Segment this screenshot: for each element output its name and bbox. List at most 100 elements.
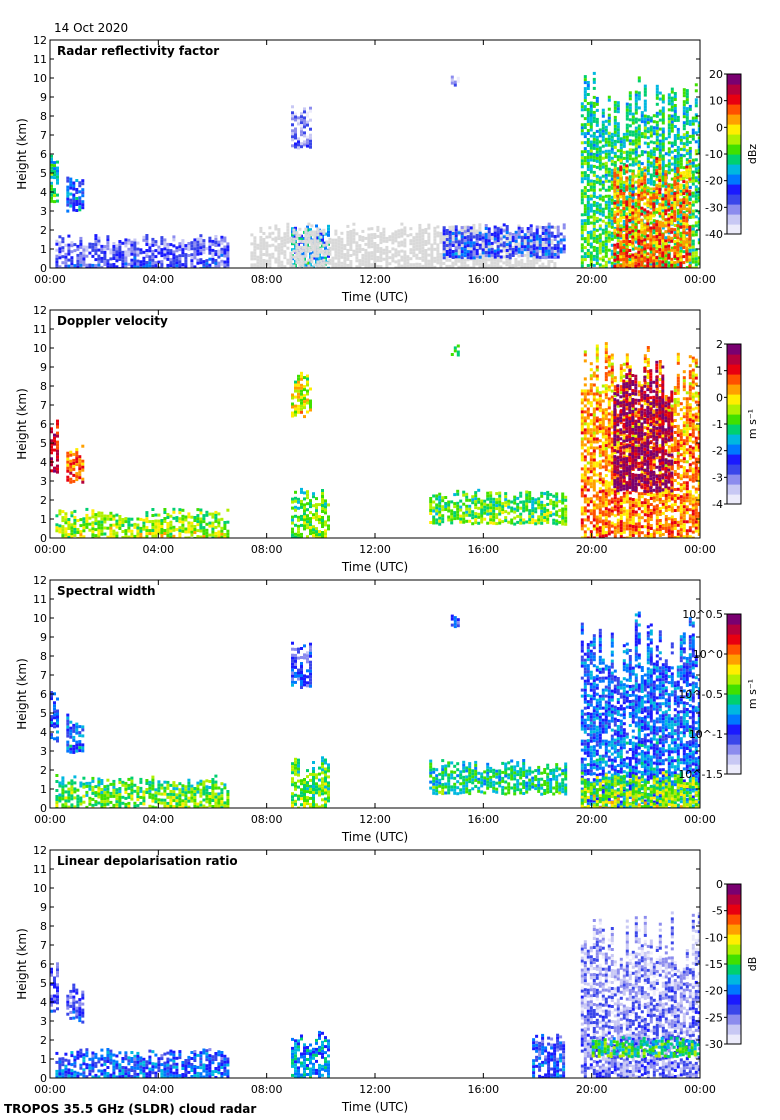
heatmap-feature-7 (591, 1036, 700, 1059)
y-tick-label: 4 (40, 726, 47, 739)
colorbar-unit-label: m s⁻¹ (746, 679, 759, 709)
colorbar-tick-label: -1 (712, 418, 723, 431)
colorbar-swatch (727, 744, 741, 755)
x-tick-label: 00:00 (684, 543, 716, 556)
colorbar-swatch (727, 394, 741, 405)
y-tick-label: 1 (40, 243, 47, 256)
colorbar-tick-label: 10^0 (693, 648, 723, 661)
heatmap-feature-7 (450, 614, 460, 629)
y-tick-label: 8 (40, 650, 47, 663)
colorbar-swatch (727, 384, 741, 395)
colorbar-swatch (727, 734, 741, 745)
heatmap-feature-8 (580, 342, 700, 538)
x-tick-label: 00:00 (34, 543, 66, 556)
x-tick-label: 04:00 (142, 273, 174, 286)
heatmap-feature-8 (450, 75, 460, 87)
heatmap-feature-1 (55, 507, 230, 538)
heatmap-feature-4 (291, 371, 312, 419)
y-axis-label: Height (km) (15, 388, 29, 459)
x-tick-label: 04:00 (142, 813, 174, 826)
colorbar: 0 -5 -10 -15 -20 -25 -30 dB (705, 878, 759, 1051)
y-tick-label: 2 (40, 494, 47, 507)
x-tick-label: 20:00 (576, 273, 608, 286)
x-tick-label: 20:00 (576, 813, 608, 826)
colorbar: 20 10 0 -10 -20 -30 -40 dBz (705, 68, 759, 241)
heatmap-feature-4 (291, 641, 312, 689)
panel-4: Linear depolarisation ratio0123456789101… (15, 844, 759, 1114)
heatmap-feature-5 (291, 487, 330, 538)
heatmap-feature-2 (50, 419, 59, 474)
y-tick-label: 9 (40, 91, 47, 104)
y-tick-label: 10 (33, 612, 47, 625)
heatmap-area (50, 911, 700, 1078)
y-tick-label: 8 (40, 920, 47, 933)
colorbar: 10^0.5 10^0 10^-0.5 10^-1 10^-1.5 m s⁻¹ (678, 608, 759, 781)
colorbar-tick-label: 0 (716, 878, 723, 891)
colorbar-swatch (727, 94, 741, 105)
y-tick-label: 4 (40, 996, 47, 1009)
colorbar-swatch (727, 134, 741, 145)
x-tick-label: 16:00 (467, 273, 499, 286)
y-tick-label: 10 (33, 342, 47, 355)
colorbar-swatch (727, 424, 741, 435)
y-tick-label: 3 (40, 475, 47, 488)
colorbar-swatch (727, 884, 741, 895)
colorbar-swatch (727, 364, 741, 375)
y-tick-label: 12 (33, 844, 47, 857)
colorbar-swatch (727, 374, 741, 385)
y-tick-label: 6 (40, 148, 47, 161)
colorbar-swatch (727, 184, 741, 195)
colorbar-swatch (727, 684, 741, 695)
colorbar-tick-label: 10 (709, 95, 723, 108)
colorbar-swatch (727, 84, 741, 95)
colorbar-tick-label: -20 (705, 175, 723, 188)
colorbar-tick-label: 10^0.5 (682, 608, 723, 621)
colorbar-swatch (727, 144, 741, 155)
heatmap-feature-6 (429, 488, 568, 526)
colorbar-swatch (727, 124, 741, 135)
colorbar-swatch (727, 1034, 741, 1045)
date-label: 14 Oct 2020 (54, 21, 128, 35)
colorbar-tick-label: -10 (705, 931, 723, 944)
x-tick-label: 08:00 (251, 543, 283, 556)
colorbar-swatch (727, 204, 741, 215)
panel-title: Radar reflectivity factor (57, 44, 219, 58)
x-tick-label: 04:00 (142, 543, 174, 556)
heatmap-feature-2 (50, 154, 59, 204)
colorbar-swatch (727, 454, 741, 465)
colorbar-swatch (727, 954, 741, 965)
colorbar-swatch (727, 114, 741, 125)
panel-title: Doppler velocity (57, 314, 168, 328)
heatmap-feature-5 (532, 1033, 566, 1078)
colorbar-swatch (727, 724, 741, 735)
colorbar-swatch (727, 344, 741, 355)
colorbar-unit-label: dB (746, 957, 759, 972)
y-tick-label: 7 (40, 669, 47, 682)
x-tick-label: 16:00 (467, 543, 499, 556)
colorbar-swatch (727, 614, 741, 625)
colorbar-tick-label: -40 (705, 228, 723, 241)
heatmap-feature-9 (613, 360, 674, 494)
colorbar: 2 1 0 -1 -2 -3 -4 m s⁻¹ (712, 338, 759, 511)
x-tick-label: 12:00 (359, 273, 391, 286)
colorbar-swatch (727, 894, 741, 905)
colorbar-tick-label: 10^-0.5 (678, 688, 723, 701)
colorbar-swatch (727, 494, 741, 505)
x-tick-label: 04:00 (142, 1083, 174, 1096)
x-tick-label: 12:00 (359, 813, 391, 826)
colorbar-tick-label: -15 (705, 958, 723, 971)
colorbar-swatch (727, 704, 741, 715)
heatmap-feature-1 (55, 774, 230, 808)
y-axis-label: Height (km) (15, 658, 29, 729)
heatmap-feature-9 (580, 771, 700, 808)
x-tick-label: 12:00 (359, 543, 391, 556)
colorbar-swatch (727, 764, 741, 775)
colorbar-swatch (727, 174, 741, 185)
y-tick-label: 12 (33, 304, 47, 317)
y-tick-label: 0 (40, 262, 47, 275)
colorbar-swatch (727, 974, 741, 985)
panel-title: Linear depolarisation ratio (57, 854, 238, 868)
x-tick-label: 00:00 (34, 1083, 66, 1096)
